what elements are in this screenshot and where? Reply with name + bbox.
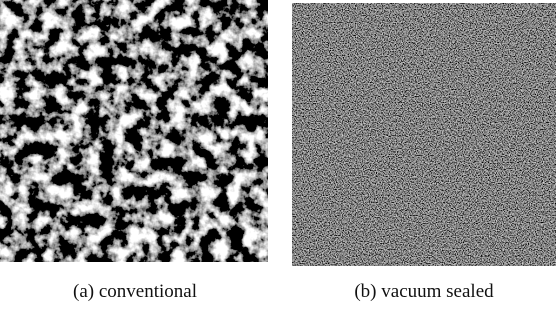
figure: (a) conventional (b) vacuum sealed (0, 0, 556, 307)
panel-b: (b) vacuum sealed (292, 3, 556, 302)
micrograph-a-texture (0, 0, 268, 262)
caption: (b) vacuum sealed (354, 281, 494, 302)
caption: (a) conventional (73, 281, 197, 302)
panel-a: (a) conventional (0, 0, 268, 302)
micrograph-b-texture (292, 3, 556, 266)
